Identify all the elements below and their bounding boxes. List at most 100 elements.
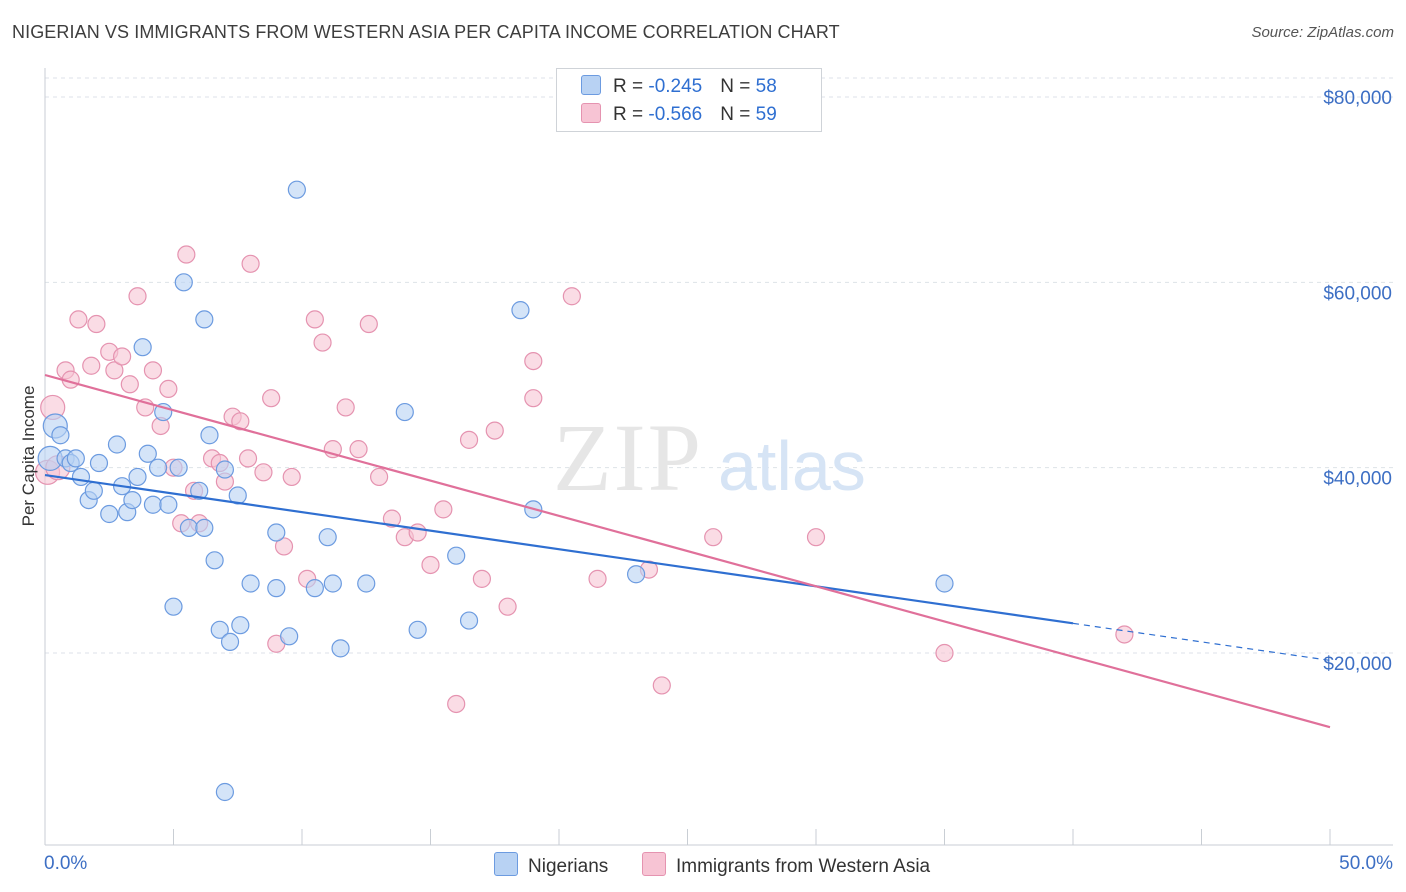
point-nigerians bbox=[66, 449, 85, 468]
point-western-asia bbox=[459, 430, 479, 449]
point-western-asia bbox=[370, 467, 389, 487]
stats-legend: R = -0.245 N = 58 R = -0.566 N = 59 bbox=[556, 68, 822, 132]
bottom-legend-swatch-blue bbox=[494, 852, 518, 876]
point-western-asia bbox=[704, 528, 723, 547]
point-western-asia bbox=[241, 254, 260, 273]
point-nigerians bbox=[626, 565, 646, 584]
point-nigerians bbox=[128, 467, 147, 487]
point-nigerians bbox=[205, 551, 224, 570]
legend-n-label: N = bbox=[720, 104, 756, 125]
point-western-asia bbox=[82, 356, 101, 375]
point-western-asia bbox=[382, 509, 402, 528]
point-nigerians bbox=[305, 579, 324, 598]
point-nigerians bbox=[195, 310, 214, 329]
bottom-legend-western-asia: Immigrants from Western Asia bbox=[642, 852, 930, 878]
point-nigerians bbox=[231, 616, 250, 635]
point-western-asia bbox=[447, 694, 466, 714]
legend-swatch-blue bbox=[581, 75, 601, 95]
point-western-asia bbox=[562, 287, 581, 306]
point-western-asia bbox=[524, 389, 543, 408]
point-western-asia bbox=[336, 398, 355, 417]
bottom-legend-label: Immigrants from Western Asia bbox=[676, 856, 931, 877]
series-immigrants-western-asia bbox=[34, 245, 1134, 714]
point-nigerians bbox=[143, 495, 163, 514]
chart-source: Source: ZipAtlas.com bbox=[1251, 24, 1394, 41]
point-western-asia bbox=[472, 569, 491, 588]
trend-lines bbox=[44, 373, 1331, 729]
y-tick-label: $60,000 bbox=[1323, 283, 1392, 304]
point-nigerians bbox=[280, 627, 299, 646]
x-tick-label: 0.0% bbox=[44, 853, 87, 874]
point-western-asia bbox=[128, 287, 147, 306]
legend-row-nigerians: R = -0.245 N = 58 bbox=[581, 75, 777, 97]
point-western-asia bbox=[652, 676, 671, 695]
point-nigerians bbox=[408, 620, 427, 639]
trend-line-nigerians bbox=[44, 473, 1074, 625]
point-western-asia bbox=[69, 310, 88, 329]
legend-n-label: N = bbox=[720, 76, 756, 97]
point-western-asia bbox=[262, 389, 281, 408]
trend-line-western-asia bbox=[44, 373, 1331, 729]
point-western-asia bbox=[282, 467, 301, 487]
point-western-asia bbox=[485, 421, 504, 440]
watermark-atlas: atlas bbox=[718, 427, 866, 505]
point-nigerians bbox=[148, 458, 168, 477]
point-nigerians bbox=[447, 546, 466, 565]
point-nigerians bbox=[323, 574, 342, 593]
y-tick-label: $20,000 bbox=[1323, 654, 1392, 675]
y-tick-labels: $20,000 $40,000 $60,000 $80,000 bbox=[1323, 88, 1392, 675]
point-nigerians bbox=[215, 782, 234, 802]
point-nigerians bbox=[267, 579, 286, 598]
point-western-asia bbox=[177, 245, 196, 264]
point-nigerians bbox=[935, 574, 954, 593]
point-western-asia bbox=[143, 361, 163, 380]
point-nigerians bbox=[123, 491, 142, 510]
x-tick-labels: 0.0% 50.0% bbox=[44, 853, 1393, 874]
point-nigerians bbox=[318, 528, 337, 547]
point-western-asia bbox=[935, 643, 954, 663]
point-nigerians bbox=[195, 518, 214, 538]
point-nigerians bbox=[241, 574, 260, 593]
point-western-asia bbox=[159, 379, 178, 398]
point-nigerians bbox=[511, 301, 530, 320]
legend-row-western-asia: R = -0.566 N = 59 bbox=[581, 103, 777, 125]
legend-n-value: 59 bbox=[755, 104, 777, 125]
bottom-legend-label: Nigerians bbox=[528, 856, 609, 877]
point-western-asia bbox=[359, 314, 378, 334]
y-axis-label: Per Capita Income bbox=[19, 386, 38, 527]
point-western-asia bbox=[105, 361, 124, 380]
point-western-asia bbox=[238, 449, 258, 468]
chart-title: NIGERIAN VS IMMIGRANTS FROM WESTERN ASIA… bbox=[12, 22, 840, 42]
point-nigerians bbox=[287, 180, 306, 199]
y-tick-label: $40,000 bbox=[1323, 469, 1392, 490]
bottom-legend-swatch-pink bbox=[642, 852, 666, 876]
point-western-asia bbox=[254, 463, 273, 482]
point-nigerians bbox=[100, 504, 119, 524]
point-western-asia bbox=[434, 500, 453, 519]
point-nigerians bbox=[220, 632, 240, 651]
point-nigerians bbox=[200, 426, 219, 445]
point-nigerians bbox=[169, 458, 188, 477]
zipatlas-watermark: ZIP atlas bbox=[553, 404, 866, 511]
bottom-legend-nigerians: Nigerians bbox=[494, 852, 608, 878]
point-nigerians bbox=[51, 426, 70, 445]
point-nigerians bbox=[174, 273, 193, 292]
point-nigerians bbox=[357, 574, 376, 593]
series-nigerians bbox=[37, 180, 954, 802]
legend-swatch-pink bbox=[581, 103, 601, 123]
legend-n-value: 58 bbox=[755, 76, 777, 97]
legend-r-label: R = bbox=[613, 76, 649, 97]
point-western-asia bbox=[349, 440, 368, 459]
point-nigerians bbox=[159, 495, 178, 514]
point-western-asia bbox=[274, 537, 294, 556]
point-western-asia bbox=[806, 528, 826, 547]
point-nigerians bbox=[210, 620, 229, 639]
point-nigerians bbox=[107, 435, 127, 454]
point-western-asia bbox=[408, 523, 427, 542]
point-nigerians bbox=[71, 467, 91, 487]
point-nigerians bbox=[395, 402, 414, 422]
point-western-asia bbox=[313, 333, 332, 352]
trend-line-nigerians-extension bbox=[1072, 622, 1331, 662]
point-nigerians bbox=[133, 338, 152, 357]
